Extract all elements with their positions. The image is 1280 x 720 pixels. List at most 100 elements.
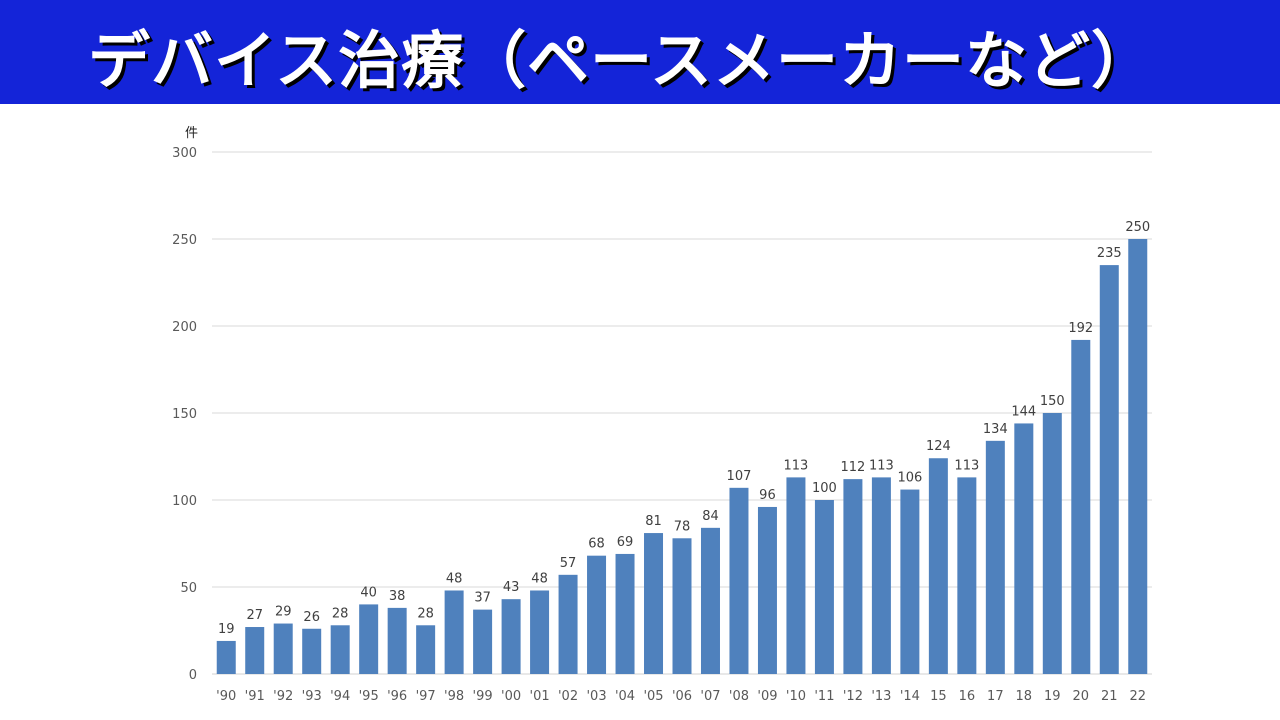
data-label: 84 — [702, 509, 719, 524]
data-label: 29 — [275, 605, 292, 620]
x-tick-label: '06 — [672, 689, 692, 704]
bar — [330, 625, 350, 674]
bar — [302, 628, 322, 674]
bar — [672, 538, 692, 674]
y-axis-unit: 件 — [185, 126, 198, 141]
bar — [587, 555, 607, 674]
bar — [530, 590, 550, 674]
x-tick-label: '92 — [273, 689, 293, 704]
x-tick-label: '90 — [216, 689, 236, 704]
bar — [1042, 413, 1062, 674]
data-label: 113 — [784, 458, 809, 473]
x-tick-label: '03 — [586, 689, 606, 704]
x-tick-label: '12 — [843, 689, 863, 704]
x-tick-label: '10 — [786, 689, 806, 704]
bar — [786, 477, 806, 674]
data-label: 28 — [417, 606, 434, 621]
data-label: 37 — [474, 591, 491, 606]
x-tick-label: 17 — [987, 689, 1004, 704]
data-label: 112 — [840, 460, 865, 475]
x-tick-label: '07 — [700, 689, 720, 704]
x-tick-label: '14 — [900, 689, 920, 704]
y-tick-label: 300 — [172, 146, 197, 161]
data-label: 68 — [588, 537, 605, 552]
bar — [444, 590, 464, 674]
x-tick-label: '91 — [245, 689, 265, 704]
bar — [985, 440, 1005, 674]
bar — [729, 487, 749, 674]
data-label: 134 — [983, 422, 1008, 437]
x-tick-label: '04 — [615, 689, 635, 704]
data-label: 106 — [897, 471, 922, 486]
bar — [814, 500, 834, 674]
data-label: 107 — [727, 469, 752, 484]
x-tick-label: '08 — [729, 689, 749, 704]
bar — [558, 574, 578, 674]
y-tick-label: 250 — [172, 233, 197, 248]
data-label: 43 — [503, 580, 520, 595]
bar — [359, 604, 379, 674]
bar — [871, 477, 891, 674]
x-tick-label: 18 — [1016, 689, 1033, 704]
x-tick-label: '94 — [330, 689, 350, 704]
x-tick-label: '98 — [444, 689, 464, 704]
bar — [1071, 339, 1091, 674]
x-tick-label: '97 — [416, 689, 436, 704]
bar — [416, 625, 436, 674]
title-banner: デバイス治療（ペースメーカーなど） — [0, 0, 1280, 104]
bar — [843, 479, 863, 674]
x-tick-label: '11 — [814, 689, 834, 704]
x-tick-label: '13 — [871, 689, 891, 704]
data-label: 250 — [1125, 220, 1150, 235]
bar — [501, 599, 521, 674]
data-label: 192 — [1068, 321, 1093, 336]
data-label: 38 — [389, 589, 406, 604]
x-tick-label: '09 — [757, 689, 777, 704]
bar — [957, 477, 977, 674]
y-tick-label: 150 — [172, 407, 197, 422]
x-tick-label: 21 — [1101, 689, 1118, 704]
x-tick-label: '00 — [501, 689, 521, 704]
data-label: 113 — [869, 458, 894, 473]
bar — [473, 609, 493, 674]
bar — [900, 489, 920, 674]
data-label: 96 — [759, 488, 776, 503]
data-label: 69 — [617, 535, 634, 550]
y-tick-label: 50 — [180, 581, 197, 596]
data-label: 40 — [360, 585, 377, 600]
bar — [387, 607, 407, 674]
data-label: 78 — [674, 519, 691, 534]
data-label: 150 — [1040, 394, 1065, 409]
data-label: 57 — [560, 556, 577, 571]
data-label: 81 — [645, 514, 662, 529]
data-label: 48 — [446, 571, 463, 586]
bar — [644, 533, 664, 674]
data-label: 48 — [531, 571, 548, 586]
bar — [273, 623, 293, 674]
y-tick-label: 100 — [172, 494, 197, 509]
x-tick-label: '02 — [558, 689, 578, 704]
bar — [245, 627, 265, 674]
x-tick-label: '05 — [643, 689, 663, 704]
data-label: 100 — [812, 481, 837, 496]
x-tick-label: '95 — [359, 689, 379, 704]
y-tick-label: 0 — [189, 668, 197, 683]
x-tick-label: 15 — [930, 689, 947, 704]
x-tick-label: '96 — [387, 689, 407, 704]
data-label: 26 — [303, 610, 320, 625]
data-label: 144 — [1011, 404, 1036, 419]
data-label: 27 — [246, 608, 263, 623]
data-label: 28 — [332, 606, 349, 621]
x-tick-label: 19 — [1044, 689, 1061, 704]
data-label: 113 — [954, 458, 979, 473]
bar — [928, 458, 948, 674]
data-label: 235 — [1097, 246, 1122, 261]
x-tick-label: 22 — [1129, 689, 1146, 704]
bar — [1128, 239, 1148, 674]
data-label: 19 — [218, 622, 235, 637]
x-tick-label: 20 — [1073, 689, 1090, 704]
bar — [1014, 423, 1034, 674]
bar — [700, 527, 720, 674]
x-tick-label: '93 — [302, 689, 322, 704]
